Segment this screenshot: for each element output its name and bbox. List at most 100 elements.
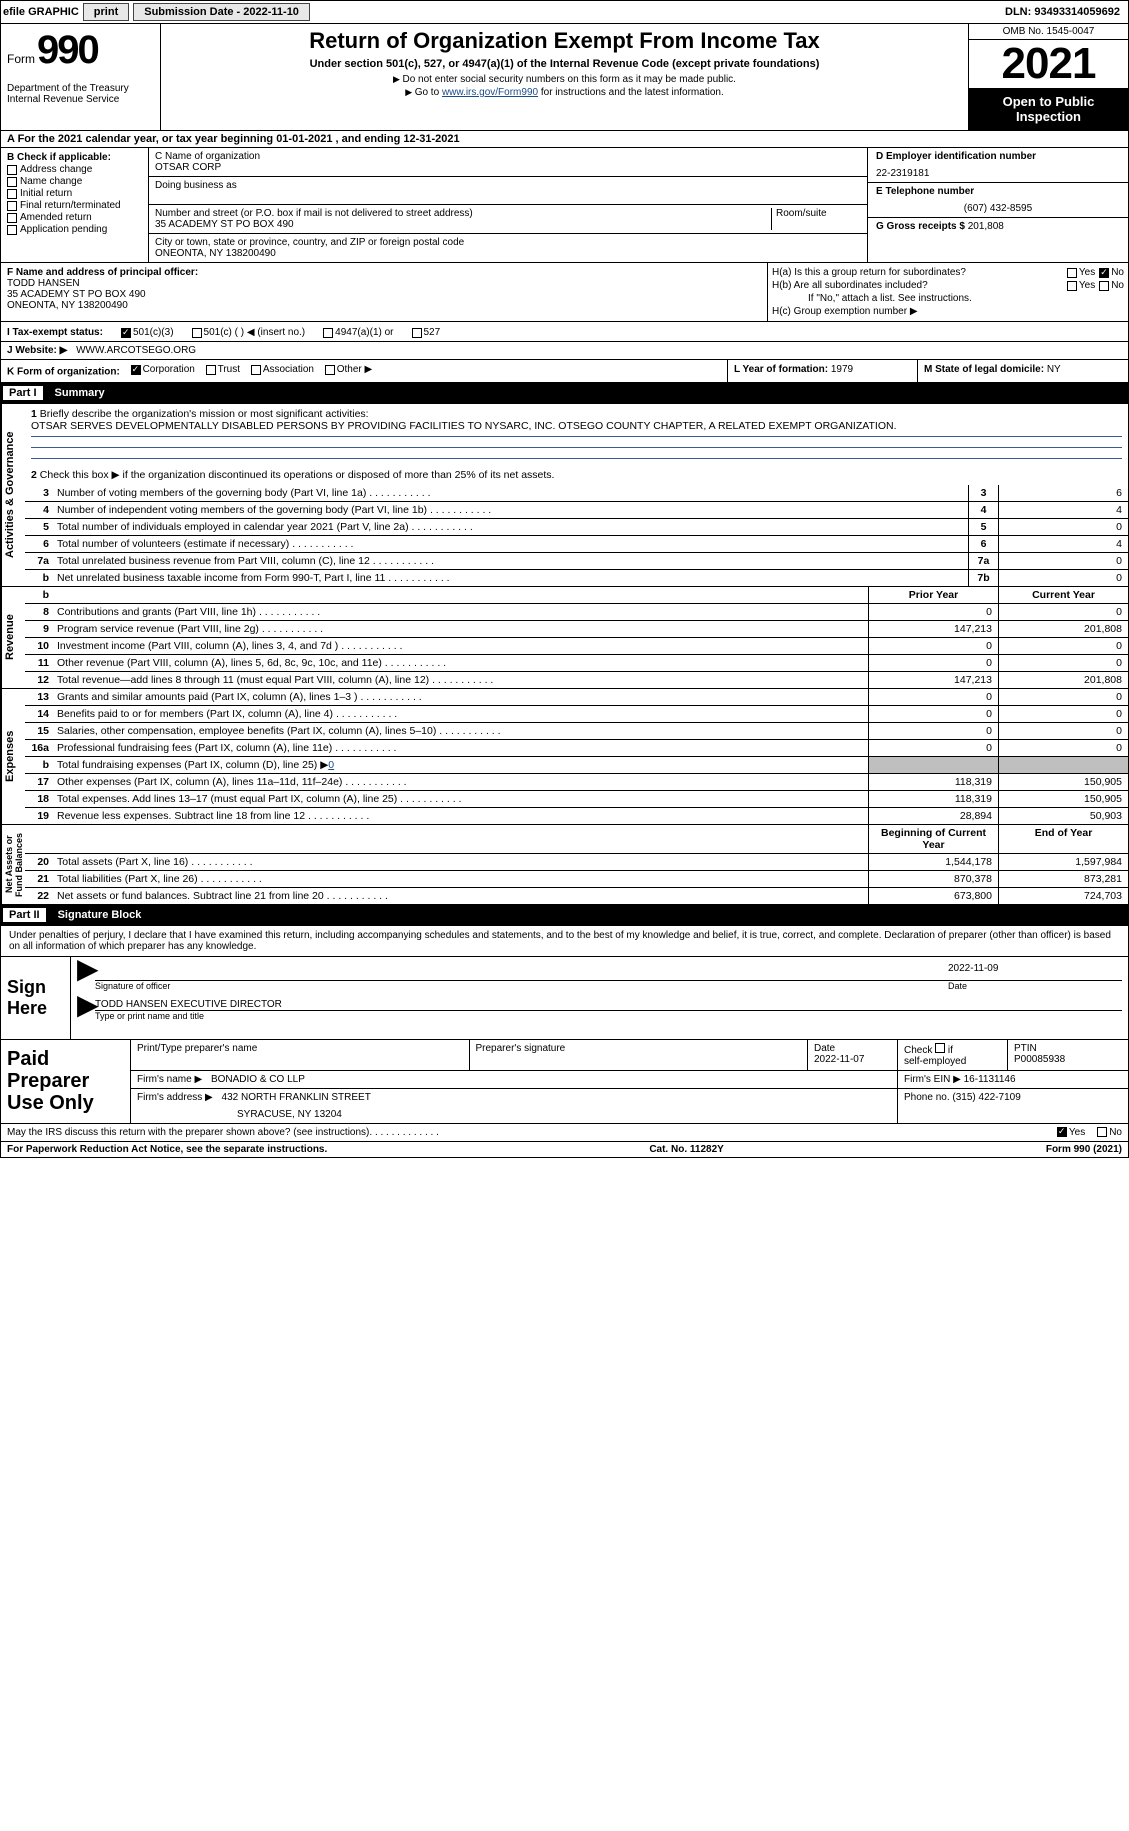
k-corp-checkbox[interactable] bbox=[131, 365, 141, 375]
street-cell: Number and street (or P.O. box if mail i… bbox=[149, 205, 867, 234]
summary-ag: Activities & Governance 1 Briefly descri… bbox=[0, 404, 1129, 587]
b-checkbox[interactable] bbox=[7, 201, 17, 211]
form-header: Form 990 Department of the Treasury Inte… bbox=[0, 24, 1129, 131]
vtab-rev: Revenue bbox=[1, 587, 25, 688]
goto-note: Go to www.irs.gov/Form990 for instructio… bbox=[169, 87, 960, 98]
paid-prep-label: Paid Preparer Use Only bbox=[1, 1040, 131, 1123]
dept-label: Department of the Treasury Internal Reve… bbox=[7, 83, 154, 105]
b-checkbox[interactable] bbox=[7, 177, 17, 187]
discuss-yes-checkbox[interactable] bbox=[1057, 1127, 1067, 1137]
summary-line: 6Total number of volunteers (estimate if… bbox=[25, 536, 1128, 553]
b-checkbox[interactable] bbox=[7, 189, 17, 199]
hb-yes-checkbox[interactable] bbox=[1067, 281, 1077, 291]
col-c: C Name of organization OTSAR CORP Doing … bbox=[149, 148, 868, 262]
summary-line: 15Salaries, other compensation, employee… bbox=[25, 723, 1128, 740]
vtab-exp: Expenses bbox=[1, 689, 25, 824]
paid-preparer-block: Paid Preparer Use Only Print/Type prepar… bbox=[0, 1040, 1129, 1124]
summary-line: 9Program service revenue (Part VIII, lin… bbox=[25, 621, 1128, 638]
irs-link[interactable]: www.irs.gov/Form990 bbox=[442, 87, 538, 98]
summary-line: 7aTotal unrelated business revenue from … bbox=[25, 553, 1128, 570]
summary-line: 11Other revenue (Part VIII, column (A), … bbox=[25, 655, 1128, 672]
section-fh: F Name and address of principal officer:… bbox=[0, 263, 1129, 322]
summary-line: 18Total expenses. Add lines 13–17 (must … bbox=[25, 791, 1128, 808]
header-mid: Return of Organization Exempt From Incom… bbox=[161, 24, 968, 130]
k-other-checkbox[interactable] bbox=[325, 365, 335, 375]
summary-line: 4Number of independent voting members of… bbox=[25, 502, 1128, 519]
501c3-checkbox[interactable] bbox=[121, 328, 131, 338]
summary-line: 22Net assets or fund balances. Subtract … bbox=[25, 888, 1128, 904]
summary-line: 19Revenue less expenses. Subtract line 1… bbox=[25, 808, 1128, 824]
summary-line: 5Total number of individuals employed in… bbox=[25, 519, 1128, 536]
col-d: D Employer identification number 22-2319… bbox=[868, 148, 1128, 262]
tax-year: 2021 bbox=[969, 40, 1128, 88]
part2-header: Part II Signature Block bbox=[0, 905, 1129, 926]
discuss-no-checkbox[interactable] bbox=[1097, 1127, 1107, 1137]
vtab-na: Net Assets or Fund Balances bbox=[1, 825, 25, 904]
sign-here-block: Sign Here ▶ 2022-11-09 Signature of offi… bbox=[0, 957, 1129, 1040]
k-trust-checkbox[interactable] bbox=[206, 365, 216, 375]
hb-no-checkbox[interactable] bbox=[1099, 281, 1109, 291]
header-right: OMB No. 1545-0047 2021 Open to Public In… bbox=[968, 24, 1128, 130]
summary-line: 21Total liabilities (Part X, line 26)870… bbox=[25, 871, 1128, 888]
header-left: Form 990 Department of the Treasury Inte… bbox=[1, 24, 161, 130]
summary-line: 8Contributions and grants (Part VIII, li… bbox=[25, 604, 1128, 621]
b-checkbox[interactable] bbox=[7, 213, 17, 223]
print-button[interactable]: print bbox=[83, 3, 129, 21]
submission-date-button[interactable]: Submission Date - 2022-11-10 bbox=[133, 3, 310, 21]
org-name-cell: C Name of organization OTSAR CORP bbox=[149, 148, 867, 177]
summary-line: 16aProfessional fundraising fees (Part I… bbox=[25, 740, 1128, 757]
gross-cell: G Gross receipts $ 201,808 bbox=[868, 218, 1128, 235]
form-number: Form 990 bbox=[7, 28, 154, 73]
k-assoc-checkbox[interactable] bbox=[251, 365, 261, 375]
summary-line: 17Other expenses (Part IX, column (A), l… bbox=[25, 774, 1128, 791]
arrow-icon: ▶ bbox=[77, 999, 95, 1021]
col-b: B Check if applicable: Address changeNam… bbox=[1, 148, 149, 262]
ha-no-checkbox[interactable] bbox=[1099, 268, 1109, 278]
summary-line: 10Investment income (Part VIII, column (… bbox=[25, 638, 1128, 655]
dba-cell: Doing business as bbox=[149, 177, 867, 205]
arrow-icon: ▶ bbox=[77, 963, 95, 991]
row-a: A For the 2021 calendar year, or tax yea… bbox=[0, 131, 1129, 148]
org-name: OTSAR CORP bbox=[155, 162, 861, 173]
section-bcd: B Check if applicable: Address changeNam… bbox=[0, 148, 1129, 263]
row-j: J Website: ▶ WWW.ARCOTSEGO.ORG bbox=[0, 342, 1129, 360]
form-title: Return of Organization Exempt From Incom… bbox=[169, 28, 960, 54]
tel-cell: E Telephone number (607) 432-8595 bbox=[868, 183, 1128, 218]
summary-line: 13Grants and similar amounts paid (Part … bbox=[25, 689, 1128, 706]
form-subtitle: Under section 501(c), 527, or 4947(a)(1)… bbox=[169, 58, 960, 70]
summary-rev: Revenue b Prior Year Current Year 8Contr… bbox=[0, 587, 1129, 689]
summary-line: 14Benefits paid to or for members (Part … bbox=[25, 706, 1128, 723]
omb-label: OMB No. 1545-0047 bbox=[969, 24, 1128, 40]
summary-line: bNet unrelated business taxable income f… bbox=[25, 570, 1128, 586]
dln-label: DLN: 93493314059692 bbox=[1005, 6, 1126, 18]
page-footer: For Paperwork Reduction Act Notice, see … bbox=[0, 1142, 1129, 1158]
b-checkbox[interactable] bbox=[7, 225, 17, 235]
efile-label: efile GRAPHIC bbox=[3, 6, 79, 18]
vtab-ag: Activities & Governance bbox=[1, 404, 25, 586]
row-i: I Tax-exempt status: 501(c)(3) 501(c) ( … bbox=[0, 322, 1129, 342]
4947-checkbox[interactable] bbox=[323, 328, 333, 338]
topbar: efile GRAPHIC print Submission Date - 20… bbox=[0, 0, 1129, 24]
summary-line: bTotal fundraising expenses (Part IX, co… bbox=[25, 757, 1128, 774]
row-klm: K Form of organization: Corporation Trus… bbox=[0, 360, 1129, 383]
city-cell: City or town, state or province, country… bbox=[149, 234, 867, 262]
sign-here-label: Sign Here bbox=[1, 957, 71, 1039]
501c-checkbox[interactable] bbox=[192, 328, 202, 338]
summary-na: Net Assets or Fund Balances Beginning of… bbox=[0, 825, 1129, 905]
ssn-note: Do not enter social security numbers on … bbox=[169, 74, 960, 85]
discuss-row: May the IRS discuss this return with the… bbox=[0, 1124, 1129, 1142]
col-f: F Name and address of principal officer:… bbox=[1, 263, 768, 321]
b-checkbox[interactable] bbox=[7, 165, 17, 175]
part1-header: Part I Summary bbox=[0, 383, 1129, 404]
527-checkbox[interactable] bbox=[412, 328, 422, 338]
self-employed-checkbox[interactable] bbox=[935, 1043, 945, 1053]
summary-line: 20Total assets (Part X, line 16)1,544,17… bbox=[25, 854, 1128, 871]
summary-line: 3Number of voting members of the governi… bbox=[25, 485, 1128, 502]
open-inspection: Open to Public Inspection bbox=[969, 88, 1128, 130]
col-h: H(a) Is this a group return for subordin… bbox=[768, 263, 1128, 321]
summary-exp: Expenses 13Grants and similar amounts pa… bbox=[0, 689, 1129, 825]
perjury-declaration: Under penalties of perjury, I declare th… bbox=[0, 926, 1129, 957]
ha-yes-checkbox[interactable] bbox=[1067, 268, 1077, 278]
summary-line: 12Total revenue—add lines 8 through 11 (… bbox=[25, 672, 1128, 688]
ein-cell: D Employer identification number 22-2319… bbox=[868, 148, 1128, 183]
